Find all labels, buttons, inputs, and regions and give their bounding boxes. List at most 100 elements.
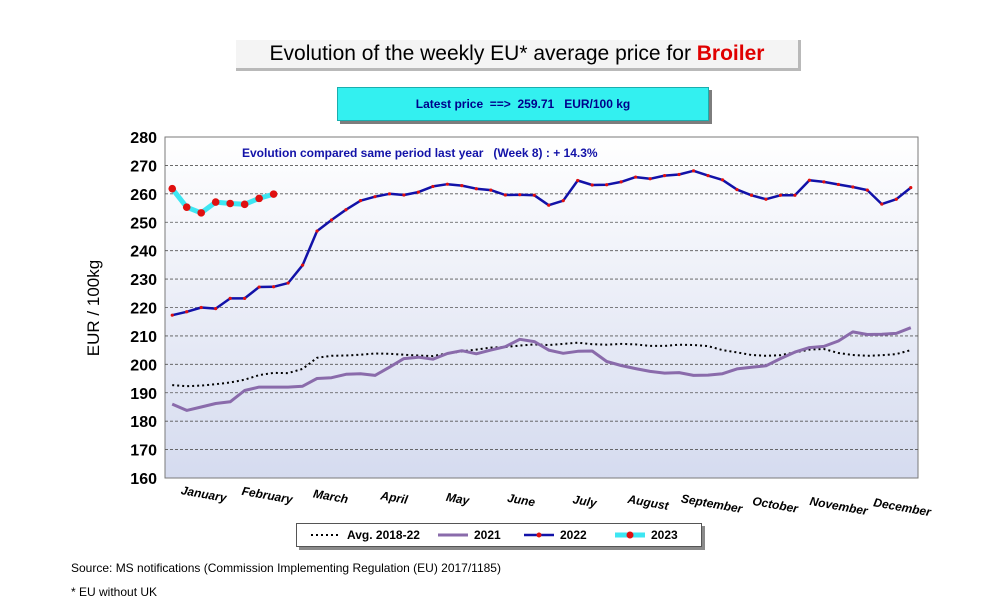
latest-price-value: 259.71: [517, 97, 555, 111]
y-tick-label: 240: [130, 244, 157, 261]
chart-title: Evolution of the weekly EU* average pric…: [236, 40, 801, 71]
x-tick-label: April: [379, 488, 410, 507]
point-2022: [257, 285, 261, 289]
point-2023: [269, 190, 278, 198]
y-tick-label: 230: [130, 272, 157, 289]
point-2022: [286, 281, 290, 285]
point-2022: [909, 185, 913, 190]
x-tick-label: October: [751, 494, 800, 516]
x-tick-label: February: [241, 484, 295, 507]
x-tick-label: December: [872, 495, 933, 519]
point-2022: [272, 285, 276, 289]
point-2022: [865, 188, 869, 192]
point-2022: [445, 182, 449, 186]
point-2023: [182, 203, 191, 211]
legend-label-2022: 2022: [560, 528, 587, 542]
point-2022: [749, 193, 754, 197]
x-tick-label: November: [809, 494, 871, 518]
point-2022: [228, 296, 232, 301]
latest-price-label: Latest price ==>: [415, 97, 518, 111]
point-2022: [358, 199, 363, 203]
source-note: Source: MS notifications (Commission Imp…: [71, 561, 501, 575]
point-2022: [822, 180, 826, 184]
chart-title-text: Evolution of the weekly EU* average pric…: [269, 42, 697, 65]
point-2022: [648, 177, 652, 181]
y-tick-label: 180: [130, 414, 157, 431]
point-2022: [720, 178, 725, 182]
point-2022: [431, 184, 435, 189]
point-2022: [214, 307, 218, 311]
point-2022: [402, 193, 406, 197]
point-2022: [894, 197, 898, 201]
legend: Avg. 2018-22 2021 2022 2023: [296, 523, 702, 547]
point-2022: [344, 208, 348, 212]
point-2023: [226, 199, 234, 208]
latest-price-unit: EUR/100 kg: [564, 97, 631, 111]
chart-annotation: Evolution compared same period last year…: [242, 146, 598, 160]
chart-title-highlight: Broiler: [696, 42, 765, 65]
point-2023: [168, 184, 177, 193]
point-2022: [170, 313, 174, 317]
point-2022: [387, 192, 392, 196]
point-2022: [605, 183, 609, 187]
y-axis-label: EUR / 100kg: [84, 260, 103, 356]
y-tick-label: 190: [130, 386, 157, 403]
point-2022: [807, 178, 811, 182]
point-2022: [373, 195, 377, 199]
series-line-2022: [171, 169, 912, 317]
point-2022: [460, 183, 464, 188]
y-tick-label: 250: [130, 215, 157, 232]
y-tick-label: 220: [130, 301, 157, 318]
point-2022: [590, 183, 594, 187]
y-tick-label: 280: [130, 130, 157, 147]
point-2022: [416, 190, 421, 194]
point-2022: [518, 193, 522, 197]
point-2022: [300, 263, 305, 267]
point-2022: [706, 174, 710, 178]
legend-label-2023: 2023: [651, 528, 678, 542]
point-2023: [255, 194, 263, 203]
point-2022: [503, 193, 507, 197]
y-tick-label: 170: [130, 443, 157, 460]
point-2022: [735, 187, 739, 192]
point-2022: [793, 193, 797, 197]
legend-marker-2023: [626, 531, 634, 539]
y-tick-label: 160: [130, 471, 157, 488]
legend-swatches: [311, 531, 645, 539]
point-2022: [764, 197, 768, 201]
point-2022: [576, 178, 580, 183]
point-2022: [561, 199, 565, 203]
point-2022: [243, 296, 247, 301]
x-tick-label: June: [506, 491, 536, 510]
series-line-2021: [171, 326, 912, 412]
y-tick-label: 260: [130, 187, 157, 204]
x-tick-label: August: [626, 492, 671, 513]
point-2022: [532, 193, 536, 197]
point-2022: [634, 175, 638, 179]
point-2022: [677, 172, 681, 177]
point-2022: [547, 203, 551, 207]
y-tick-label: 210: [130, 329, 157, 346]
y-tick-label: 270: [130, 158, 157, 175]
legend-marker-2022: [536, 532, 542, 538]
x-tick-label: March: [312, 486, 349, 506]
point-2022: [619, 180, 623, 184]
point-2023: [197, 209, 206, 217]
legend-label-2021: 2021: [474, 528, 501, 542]
point-2022: [474, 187, 478, 191]
point-2023: [211, 198, 220, 206]
latest-price-box: Latest price ==> 259.71 EUR/100 kg: [337, 87, 709, 121]
point-2022: [662, 174, 667, 178]
x-tick-label: May: [445, 490, 472, 508]
point-2022: [489, 188, 493, 192]
x-tick-label: September: [680, 491, 745, 516]
point-2022: [778, 193, 783, 197]
point-2022: [315, 229, 319, 233]
x-tick-label: January: [180, 483, 229, 505]
legend-label-avg: Avg. 2018-22: [347, 528, 420, 542]
point-2022: [880, 202, 884, 206]
point-2023: [240, 200, 249, 209]
y-tick-label: 200: [130, 357, 157, 374]
point-2022: [851, 185, 855, 189]
